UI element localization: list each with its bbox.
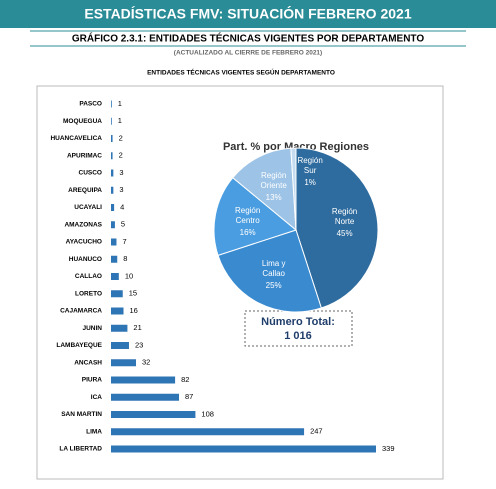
header-title: ESTADÍSTICAS FMV: SITUACIÓN FEBRERO 2021 [84, 5, 411, 22]
slice-label: Región Sur [297, 155, 323, 175]
value-label: 3 [119, 185, 123, 194]
category-label: MOQUEGUA [63, 118, 102, 125]
bar [111, 290, 123, 298]
bar [111, 445, 376, 453]
slice-value: 16% [239, 227, 256, 237]
slice-value: 13% [265, 193, 282, 203]
bar [111, 393, 180, 401]
category-label: SAN MARTIN [61, 411, 102, 418]
category-label: CAJAMARCA [60, 308, 102, 315]
category-label: LIMA [86, 428, 102, 435]
bar [111, 117, 112, 125]
slice-label: Región Oriente [260, 171, 287, 191]
bar [111, 100, 112, 108]
category-label: HUANCAVELICA [50, 135, 102, 142]
bar [111, 376, 176, 384]
bar [111, 359, 137, 367]
bar [111, 273, 119, 280]
value-label: 2 [119, 133, 123, 142]
value-label: 2 [119, 151, 123, 160]
value-label: 15 [129, 289, 137, 298]
bar [111, 152, 113, 160]
category-label: CUSCO [79, 170, 102, 177]
category-label: LORETO [75, 290, 102, 297]
slice-value: 1% [304, 177, 316, 187]
pie-title: Part. % por Macro Regiones [223, 141, 369, 153]
category-label: AYACUCHO [66, 239, 102, 246]
subtitle: GRÁFICO 2.3.1: ENTIDADES TÉCNICAS VIGENT… [72, 32, 424, 45]
bar [111, 255, 118, 263]
value-label: 7 [122, 237, 126, 246]
total-title: Número Total: [261, 316, 335, 328]
value-label: 108 [201, 409, 214, 418]
pie-slice [213, 177, 298, 256]
category-label: UCAYALI [74, 204, 102, 211]
category-label: LA LIBERTAD [59, 446, 102, 453]
pie-slice [232, 147, 297, 232]
bar [111, 342, 129, 349]
value-label: 87 [185, 392, 193, 401]
category-label: PIURA [82, 377, 103, 384]
note: (ACTUALIZADO AL CIERRE DE FEBRERO 2021) [174, 50, 322, 57]
pie-slice [217, 229, 322, 313]
slice-label: Lima y Callao [261, 258, 286, 278]
value-label: 16 [130, 306, 138, 315]
bar [111, 169, 114, 177]
value-label: 8 [123, 254, 127, 263]
value-label: 23 [135, 340, 143, 349]
value-label: 10 [125, 271, 133, 280]
value-label: 4 [120, 202, 124, 211]
bar [111, 428, 305, 436]
slice-value: 25% [265, 280, 282, 290]
value-label: 247 [310, 427, 323, 436]
value-label: 5 [121, 220, 125, 229]
category-label: APURIMAC [67, 152, 102, 159]
bar [111, 186, 114, 194]
bar [111, 135, 113, 142]
slice-label: Región Norte [331, 207, 358, 227]
slice-value: 45% [336, 229, 353, 239]
value-label: 21 [133, 323, 141, 332]
category-label: ANCASH [74, 359, 102, 366]
plot-frame [36, 85, 444, 480]
bar [111, 307, 124, 315]
category-label: AREQUIPA [68, 187, 102, 194]
pie-slice [290, 147, 297, 231]
category-label: ICA [91, 394, 103, 401]
category-label: JUNIN [82, 325, 102, 332]
category-label: HUANUCO [69, 256, 102, 263]
total-value: 1 016 [284, 330, 312, 342]
value-label: 32 [142, 358, 150, 367]
bar [111, 411, 196, 418]
chart-title: ENTIDADES TÉCNICAS VIGENTES SEGÚN DEPART… [147, 68, 335, 77]
bar [111, 221, 115, 229]
bar [111, 204, 115, 211]
category-label: AMAZONAS [64, 221, 102, 228]
bar [111, 238, 117, 246]
category-label: LAMBAYEQUE [56, 342, 102, 349]
value-label: 1 [118, 99, 122, 108]
category-label: PASCO [79, 101, 102, 108]
value-label: 3 [119, 168, 123, 177]
category-label: CALLAO [75, 273, 102, 280]
slice-label: Región Centro [234, 205, 261, 225]
value-label: 339 [382, 444, 395, 453]
pie-slice [295, 147, 379, 309]
bar [111, 324, 128, 332]
value-label: 82 [181, 375, 189, 384]
value-label: 1 [118, 116, 122, 125]
header-bar [0, 0, 496, 28]
